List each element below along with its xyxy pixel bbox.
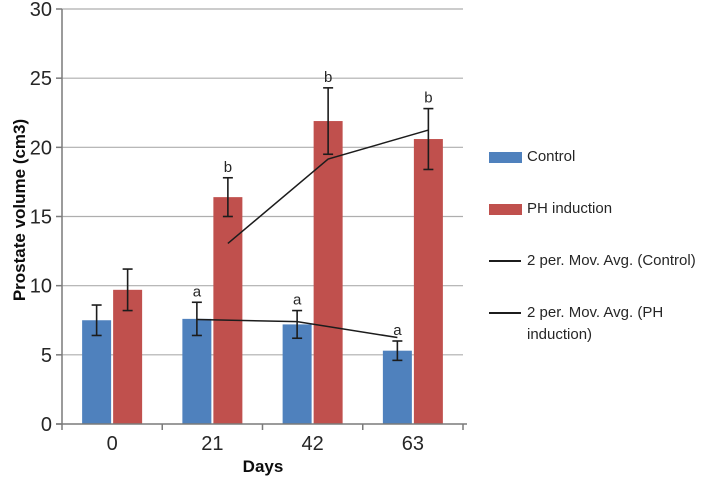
y-tick-label: 0	[41, 414, 52, 436]
control-bar	[82, 320, 112, 424]
y-tick-label: 10	[30, 276, 52, 298]
x-tick-label: 0	[107, 433, 118, 455]
x-tick-label: 42	[302, 433, 324, 455]
legend-line-sample	[489, 312, 521, 314]
legend-swatch-wrap	[489, 198, 527, 220]
trendline	[227, 129, 429, 245]
significance-letter: a	[393, 322, 402, 339]
legend-item: PH induction	[489, 198, 707, 220]
y-tick-label: 5	[41, 345, 52, 367]
y-tick-label: 15	[30, 207, 52, 229]
control-bar	[182, 318, 212, 424]
significance-letter: b	[424, 90, 432, 107]
legend-color-swatch	[489, 203, 522, 215]
x-tick-label: 63	[402, 433, 424, 455]
legend-label: 2 per. Mov. Avg. (PH induction)	[527, 304, 664, 343]
legend-item: 2 per. Mov. Avg. (Control)	[489, 250, 707, 272]
ph-induction-bar	[113, 289, 143, 424]
legend-label: Control	[527, 148, 576, 165]
legend-swatch-wrap	[489, 146, 527, 168]
significance-letter: a	[293, 292, 302, 309]
y-tick-label: 30	[30, 0, 52, 21]
ph-induction-bar	[313, 121, 343, 425]
legend-label: 2 per. Mov. Avg. (Control)	[527, 252, 696, 269]
control-bar	[282, 324, 312, 424]
legend-item: 2 per. Mov. Avg. (PH induction)	[489, 302, 707, 346]
ph-induction-bar	[213, 197, 243, 424]
x-axis-title: Days	[242, 457, 284, 476]
legend-line-wrap	[489, 302, 527, 324]
significance-letter: b	[324, 69, 332, 86]
control-bar	[382, 350, 412, 424]
significance-letter: b	[224, 159, 232, 176]
y-tick-label: 20	[30, 137, 52, 159]
legend: Control PH induction 2 per. Mov. Avg. (Con…	[489, 146, 707, 376]
y-tick-label: 25	[30, 68, 52, 90]
significance-letter: a	[193, 283, 202, 300]
legend-color-swatch	[489, 151, 522, 163]
legend-label: PH induction	[527, 200, 613, 217]
legend-line-wrap	[489, 250, 527, 272]
ph-induction-bar	[413, 139, 443, 425]
x-tick-label: 21	[201, 433, 223, 455]
legend-line-sample	[489, 260, 521, 262]
legend-item: Control	[489, 146, 707, 168]
